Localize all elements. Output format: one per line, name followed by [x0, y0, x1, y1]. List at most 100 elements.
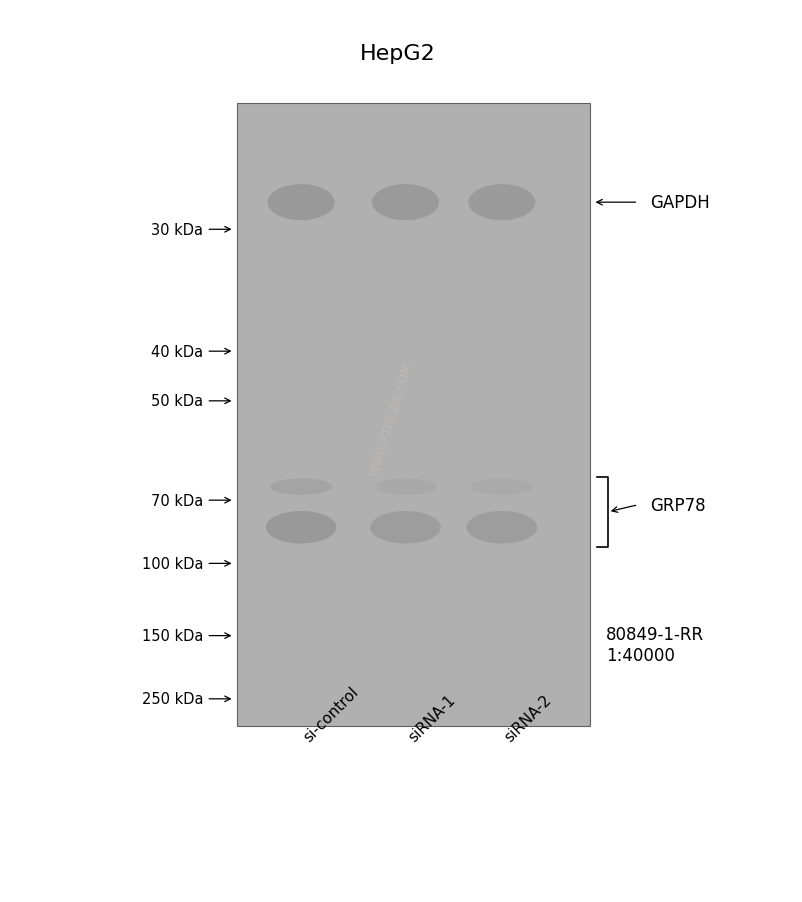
Ellipse shape — [383, 519, 427, 537]
Ellipse shape — [487, 483, 516, 491]
Ellipse shape — [269, 513, 333, 542]
Ellipse shape — [484, 520, 518, 535]
Ellipse shape — [281, 519, 321, 537]
Ellipse shape — [486, 521, 516, 534]
Ellipse shape — [473, 480, 529, 494]
Ellipse shape — [270, 187, 331, 219]
Ellipse shape — [383, 482, 427, 492]
Ellipse shape — [481, 519, 521, 537]
Text: GRP78: GRP78 — [650, 496, 705, 514]
Ellipse shape — [476, 481, 527, 493]
Ellipse shape — [276, 190, 326, 216]
Ellipse shape — [487, 196, 516, 210]
Ellipse shape — [291, 198, 310, 207]
Ellipse shape — [392, 197, 418, 209]
Ellipse shape — [269, 479, 332, 495]
Text: 100 kDa: 100 kDa — [141, 557, 203, 571]
Ellipse shape — [290, 198, 312, 208]
Ellipse shape — [474, 189, 529, 217]
Ellipse shape — [375, 187, 435, 219]
Ellipse shape — [491, 484, 512, 490]
Ellipse shape — [491, 524, 512, 531]
Ellipse shape — [393, 484, 417, 490]
Ellipse shape — [381, 481, 429, 493]
Ellipse shape — [477, 481, 525, 493]
Ellipse shape — [270, 514, 331, 541]
Ellipse shape — [371, 512, 439, 543]
Ellipse shape — [287, 522, 314, 533]
Ellipse shape — [279, 482, 322, 492]
Ellipse shape — [380, 190, 430, 216]
Ellipse shape — [480, 482, 523, 492]
Ellipse shape — [396, 485, 414, 489]
Ellipse shape — [389, 483, 421, 491]
Ellipse shape — [371, 185, 439, 221]
Ellipse shape — [293, 199, 309, 207]
Ellipse shape — [397, 485, 413, 489]
Ellipse shape — [281, 482, 321, 492]
Ellipse shape — [391, 196, 419, 210]
Ellipse shape — [477, 517, 525, 538]
Ellipse shape — [387, 520, 423, 536]
Ellipse shape — [470, 479, 533, 495]
Ellipse shape — [290, 524, 311, 531]
Text: siRNA-2: siRNA-2 — [501, 692, 553, 744]
Ellipse shape — [469, 513, 533, 542]
Bar — [237, 104, 589, 726]
Ellipse shape — [285, 195, 317, 211]
Ellipse shape — [273, 189, 328, 217]
Ellipse shape — [471, 187, 532, 219]
Ellipse shape — [287, 484, 314, 490]
Ellipse shape — [395, 524, 415, 531]
Ellipse shape — [397, 199, 413, 207]
Text: 70 kDa: 70 kDa — [151, 493, 203, 508]
Ellipse shape — [483, 520, 520, 536]
Ellipse shape — [381, 517, 429, 538]
Ellipse shape — [395, 484, 415, 490]
Ellipse shape — [265, 511, 336, 544]
Ellipse shape — [278, 482, 323, 492]
Ellipse shape — [375, 514, 435, 541]
Ellipse shape — [468, 185, 535, 221]
Ellipse shape — [390, 521, 420, 534]
Ellipse shape — [370, 511, 440, 544]
Text: WWW.PTGLIBB.COM: WWW.PTGLIBB.COM — [368, 361, 415, 478]
Ellipse shape — [469, 186, 533, 220]
Ellipse shape — [387, 483, 423, 492]
Ellipse shape — [286, 521, 316, 534]
Ellipse shape — [488, 197, 514, 209]
Ellipse shape — [281, 192, 321, 214]
Ellipse shape — [480, 192, 523, 214]
Ellipse shape — [489, 484, 513, 490]
Ellipse shape — [488, 522, 515, 533]
Ellipse shape — [488, 484, 515, 490]
Ellipse shape — [478, 191, 525, 215]
Ellipse shape — [489, 523, 513, 532]
Ellipse shape — [278, 518, 323, 538]
Ellipse shape — [275, 516, 326, 539]
Ellipse shape — [285, 483, 317, 491]
Ellipse shape — [472, 514, 530, 541]
Ellipse shape — [383, 482, 427, 492]
Ellipse shape — [289, 484, 313, 490]
Ellipse shape — [275, 481, 326, 493]
Ellipse shape — [383, 518, 427, 538]
Ellipse shape — [284, 520, 318, 535]
Ellipse shape — [288, 197, 314, 209]
Ellipse shape — [476, 190, 526, 216]
Ellipse shape — [277, 191, 324, 215]
Ellipse shape — [471, 514, 532, 541]
Ellipse shape — [292, 485, 310, 489]
Ellipse shape — [476, 516, 527, 539]
Ellipse shape — [279, 519, 322, 537]
Text: si-control: si-control — [301, 684, 362, 744]
Text: 80849-1-RR
1:40000: 80849-1-RR 1:40000 — [606, 626, 703, 664]
Ellipse shape — [277, 481, 325, 493]
Ellipse shape — [493, 485, 509, 489]
Ellipse shape — [267, 512, 334, 543]
Ellipse shape — [272, 188, 330, 218]
Ellipse shape — [373, 513, 437, 542]
Ellipse shape — [379, 481, 431, 493]
Ellipse shape — [383, 192, 427, 214]
Ellipse shape — [485, 483, 517, 491]
